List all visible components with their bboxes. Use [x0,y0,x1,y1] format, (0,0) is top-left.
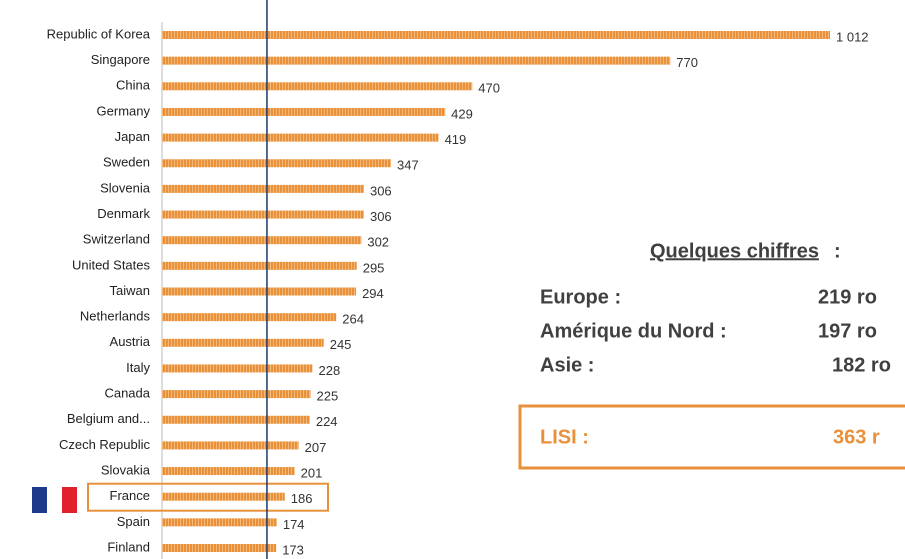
value-label: 201 [301,465,323,480]
category-label: Switzerland [83,232,150,247]
heading: Quelques chiffres [650,240,819,262]
value-label: 174 [283,517,305,532]
bar [162,492,285,501]
value-label: 347 [397,158,419,173]
stat-label: Amérique du Nord : [540,320,727,342]
value-label: 224 [316,414,338,429]
bar [162,133,439,142]
value-label: 470 [478,81,500,96]
bar [162,159,392,168]
bar [162,441,299,450]
bar [162,544,277,552]
category-label: Republic of Korea [47,26,151,41]
value-label: 295 [363,260,385,275]
bar [162,313,337,322]
category-label: Canada [104,386,150,401]
stat-value: 197 ro [818,320,877,342]
category-label: Denmark [97,206,150,221]
bar [162,287,357,296]
category-label: China [116,78,151,93]
value-label: 306 [370,183,392,198]
value-label: 264 [342,312,364,327]
bar [162,518,277,527]
category-label: Singapore [91,52,150,67]
stat-value: 182 ro [832,354,891,376]
category-label: Finland [107,539,150,554]
bar [162,390,311,399]
category-label: Slovenia [100,180,151,195]
highlight-box [87,482,329,512]
category-label: Taiwan [110,283,150,298]
value-label: 228 [318,363,340,378]
value-label: 419 [445,132,467,147]
category-label: France [110,488,150,503]
category-label: Japan [115,129,150,144]
bar [162,82,473,91]
value-label: 225 [317,389,339,404]
bar [162,338,324,347]
bar [162,364,313,373]
category-label: Belgium and... [67,411,150,426]
value-label: 429 [451,106,473,121]
lisi-box [518,404,905,470]
french-flag [32,487,77,513]
heading-suffix: : [834,240,841,262]
value-label: 770 [676,55,698,70]
lisi-label: LISI : [540,426,589,448]
bar [162,261,357,270]
bar [162,31,830,39]
bar [162,56,671,65]
bar [162,184,364,193]
category-label: United States [72,257,151,272]
bar [162,236,362,245]
bar [162,107,446,116]
stat-label: Europe : [540,286,621,308]
bar [162,210,364,219]
category-label: Sweden [103,155,150,170]
category-label: Netherlands [80,309,151,324]
value-label: 1 012 [836,29,869,44]
category-label: Germany [97,103,151,118]
value-label: 306 [370,209,392,224]
category-label: Austria [110,334,151,349]
category-label: Italy [126,360,150,375]
bar [162,415,310,424]
stat-label: Asie : [540,354,594,376]
bar [162,467,295,476]
value-label: 245 [330,337,352,352]
category-label: Spain [117,514,150,529]
value-label: 302 [367,235,389,250]
value-label: 294 [362,286,384,301]
lisi-value: 363 r [833,426,880,448]
category-label: Slovakia [101,462,151,477]
value-label: 186 [291,491,313,506]
value-label: 173 [282,542,304,557]
stat-value: 219 ro [818,286,877,308]
value-label: 207 [305,440,327,455]
category-label: Czech Republic [59,437,151,452]
